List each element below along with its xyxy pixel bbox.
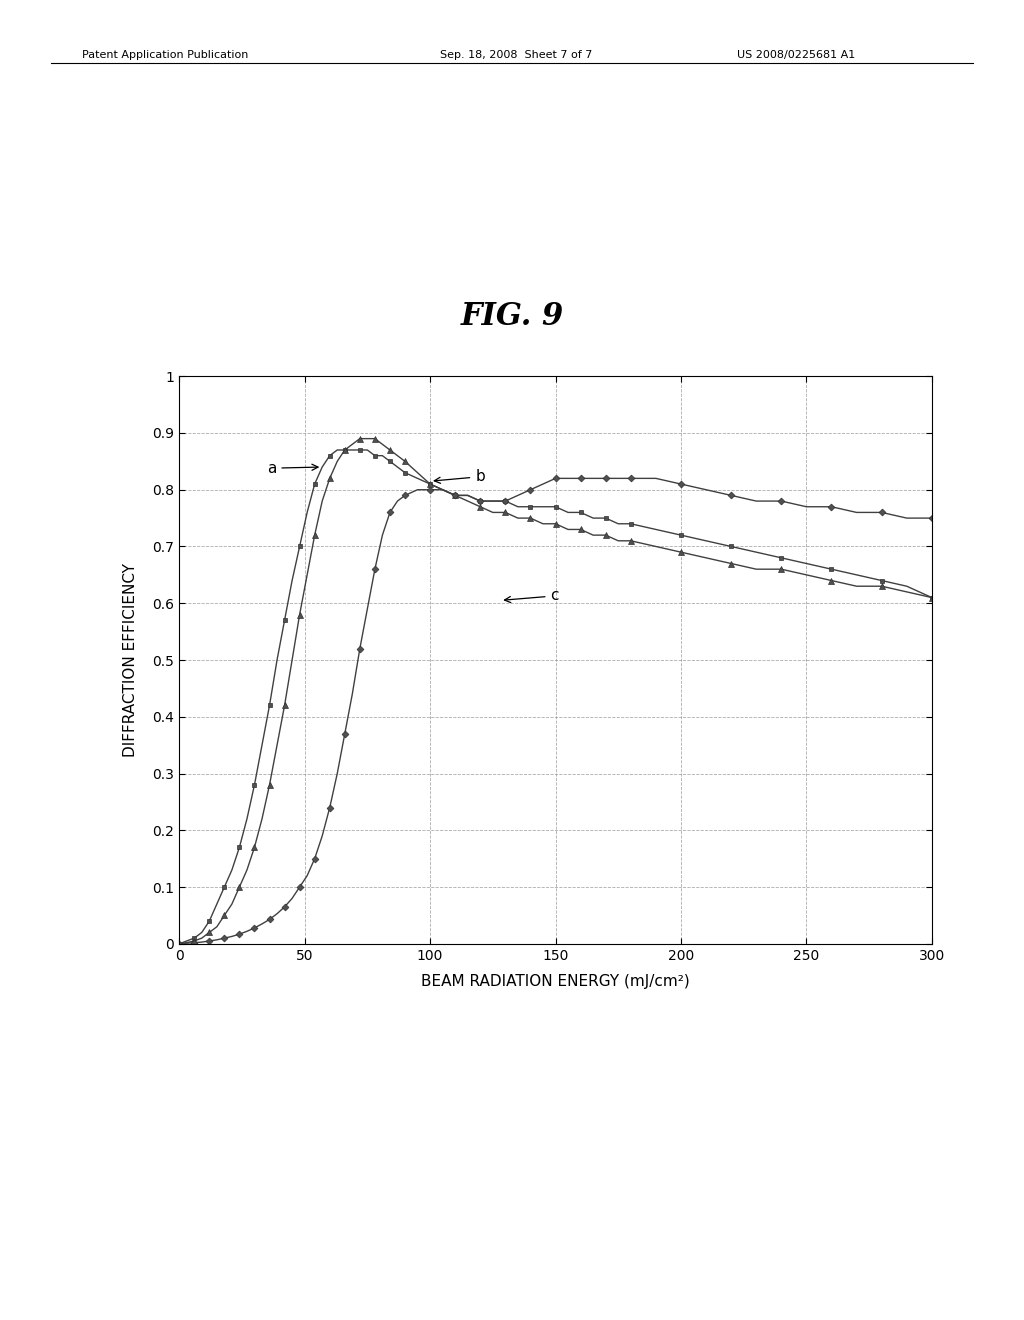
Text: US 2008/0225681 A1: US 2008/0225681 A1 bbox=[737, 50, 855, 61]
Text: a: a bbox=[267, 461, 318, 475]
Text: b: b bbox=[434, 469, 485, 484]
Text: c: c bbox=[505, 589, 559, 603]
Text: FIG. 9: FIG. 9 bbox=[461, 301, 563, 333]
Y-axis label: DIFFRACTION EFFICIENCY: DIFFRACTION EFFICIENCY bbox=[124, 564, 138, 756]
X-axis label: BEAM RADIATION ENERGY (mJ/cm²): BEAM RADIATION ENERGY (mJ/cm²) bbox=[421, 974, 690, 989]
Text: Sep. 18, 2008  Sheet 7 of 7: Sep. 18, 2008 Sheet 7 of 7 bbox=[440, 50, 593, 61]
Text: Patent Application Publication: Patent Application Publication bbox=[82, 50, 248, 61]
